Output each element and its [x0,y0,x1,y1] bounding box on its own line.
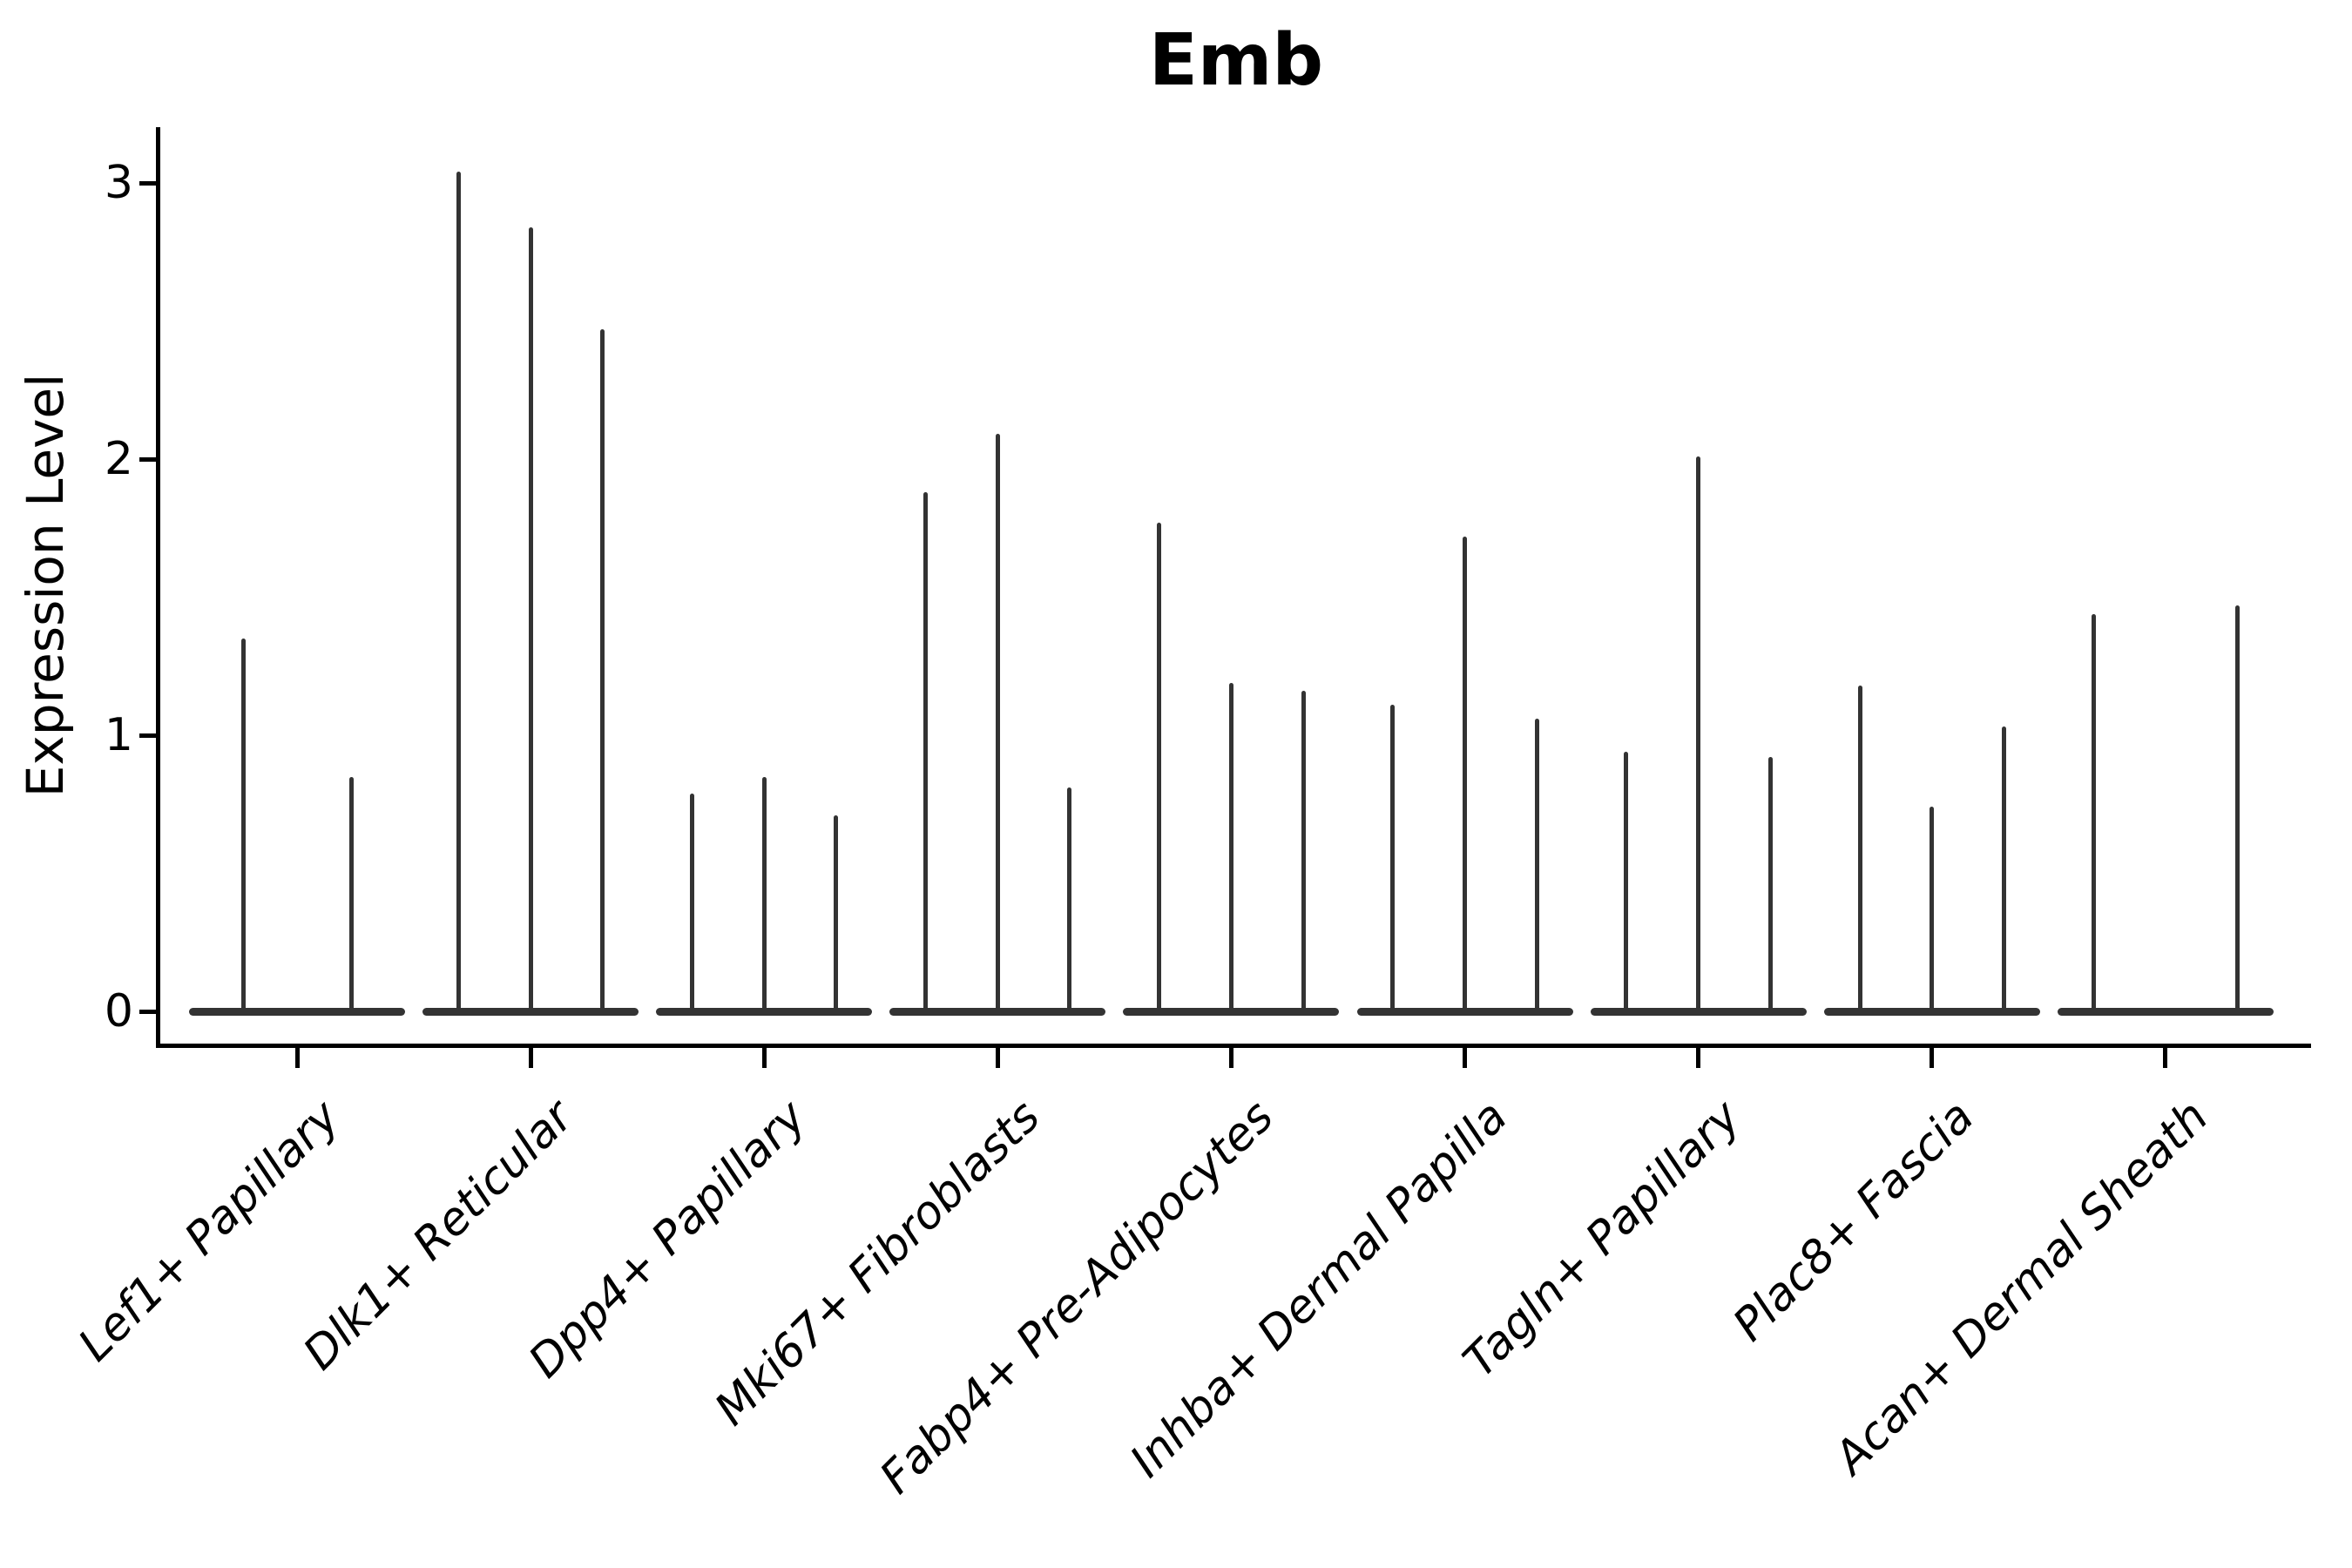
violin-spike [2091,613,2096,1011]
x-axis-label: Plac8+ Fascia [1723,1091,1985,1352]
y-tick-label: 2 [104,433,133,485]
violin-spike [240,639,246,1011]
y-axis-tick [139,180,158,186]
violin-spike [1624,752,1629,1011]
violin-spike [1390,705,1396,1011]
y-axis-spine [156,127,160,1048]
violin-spike [923,492,929,1011]
violin-spike [995,434,1000,1011]
violin-baseline [656,1007,873,1016]
violin-baseline [189,1007,405,1016]
violin-spike [1696,456,1701,1011]
violin-spike [2001,727,2006,1011]
x-axis-tick [528,1045,533,1068]
violin-spike [690,793,695,1011]
violin-spike [1857,685,1862,1011]
violin-spike [1463,536,1467,1011]
x-axis-tick [1228,1045,1233,1068]
violin-spike [1228,682,1233,1011]
violin-spike [456,172,461,1011]
violin-baseline [1123,1007,1340,1016]
violin-spike [1534,718,1539,1011]
violin-spike [2234,605,2240,1011]
y-axis-tick [139,733,158,738]
plot-title: Emb [1148,19,1324,102]
y-tick-label: 0 [104,985,133,1037]
violin-spike [761,776,767,1011]
violin-baseline [1356,1007,1573,1016]
y-tick-label: 1 [104,709,133,761]
y-axis-tick [139,456,158,462]
x-axis-label: Inhba+ Dermal Papilla [1120,1091,1517,1488]
x-axis-label: Acan+ Dermal Sheath [1824,1091,2219,1484]
violin-spike [528,226,533,1011]
violin-spike [348,776,354,1011]
violin-spike [1767,757,1773,1011]
violin-baseline [889,1007,1106,1016]
x-axis-spine [156,1044,2311,1048]
x-axis-tick [1930,1045,1935,1068]
x-axis-tick [2163,1045,2168,1068]
violin-baseline [1590,1007,1807,1016]
violin-baseline [2057,1007,2274,1016]
violin-spike [1301,691,1306,1011]
x-axis-tick [294,1045,300,1068]
y-axis-tick [139,1009,158,1014]
violin-baseline [422,1007,639,1016]
x-axis-tick [1696,1045,1701,1068]
x-axis-tick [995,1045,1000,1068]
violin-spike [1930,807,1935,1011]
violin-baseline [1823,1007,2040,1016]
violin-spike [1067,787,1072,1011]
violin-spike [834,814,839,1011]
x-axis-label: Fabp4+ Pre-Adipocytes [870,1091,1284,1504]
x-axis-tick [761,1045,767,1068]
y-tick-label: 3 [104,157,133,209]
violin-spike [1157,522,1162,1011]
x-axis-tick [1463,1045,1467,1068]
violin-spike [600,329,605,1011]
